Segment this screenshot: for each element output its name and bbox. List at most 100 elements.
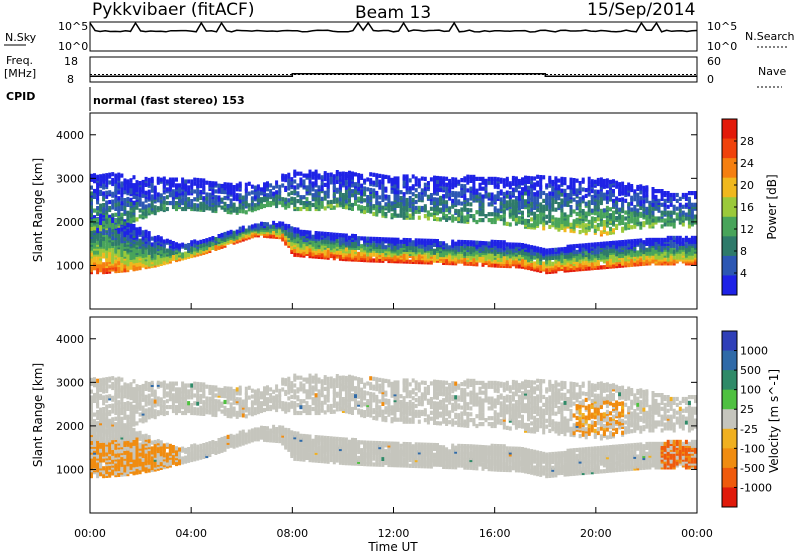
power-cell: [229, 182, 233, 187]
power-cell: [162, 205, 166, 211]
power-cell: [612, 220, 615, 225]
power-cell: [381, 209, 385, 214]
power-cell: [348, 180, 351, 185]
power-cell: [511, 256, 515, 261]
power-cell: [612, 264, 615, 269]
power-cell: [572, 244, 576, 249]
power-cell: [344, 189, 348, 194]
power-cell: [536, 200, 540, 205]
power-cell: [196, 177, 200, 183]
power-cell: [460, 207, 464, 212]
power-cell: [551, 185, 555, 190]
power-cell: [496, 240, 500, 245]
power-cell: [190, 183, 194, 188]
power-cell: [335, 197, 339, 202]
power-cell: [681, 237, 685, 242]
power-cell: [657, 189, 661, 194]
power-cell: [129, 182, 133, 187]
power-cell: [320, 187, 324, 192]
power-cell: [624, 222, 628, 227]
power-cell: [560, 255, 564, 260]
power-cell: [554, 176, 558, 181]
power-cell: [193, 239, 197, 244]
power-cell: [587, 184, 591, 189]
power-cell: [250, 206, 254, 211]
power-cell: [308, 179, 312, 184]
power-cell: [217, 234, 221, 239]
power-cell: [581, 222, 585, 227]
power-cell: [469, 246, 473, 251]
power-cell: [402, 237, 406, 243]
power-cell: [530, 201, 534, 206]
power-cell: [384, 245, 388, 250]
power-cell: [466, 180, 470, 185]
power-cell: [502, 197, 506, 202]
power-cell: [517, 190, 521, 195]
power-cell: [451, 218, 455, 223]
power-cell: [187, 179, 191, 184]
power-cell: [181, 177, 185, 182]
power-cell: [694, 202, 697, 207]
power-cell: [666, 210, 670, 215]
power-cell: [293, 185, 297, 190]
power-cell: [402, 196, 406, 201]
power-cell: [396, 237, 400, 242]
power-cell: [663, 237, 667, 242]
power-cell: [533, 199, 537, 205]
power-cell: [618, 248, 622, 253]
power-cell: [672, 224, 676, 229]
power-cell: [508, 194, 512, 200]
power-cell: [175, 177, 178, 182]
power-cell: [147, 195, 151, 200]
power-cell: [287, 172, 291, 177]
power-cell: [630, 239, 634, 244]
power-cell: [360, 189, 364, 194]
power-cell: [554, 199, 558, 204]
power-cell: [381, 252, 385, 257]
power-cell: [615, 216, 619, 221]
beam-title: Beam 13: [355, 3, 431, 23]
power-cell: [414, 188, 418, 193]
power-cell: [147, 209, 151, 214]
power-cell: [448, 196, 452, 201]
power-cell: [651, 222, 655, 227]
power-cell: [96, 206, 100, 211]
power-cell: [527, 197, 530, 202]
power-cell: [487, 241, 491, 246]
power-cell: [226, 182, 230, 187]
power-cell: [423, 254, 427, 259]
power-cell: [329, 253, 333, 259]
power-cell: [196, 189, 200, 194]
power-cell: [229, 198, 233, 203]
power-cell: [150, 246, 154, 251]
power-cell: [618, 263, 622, 268]
power-cell: [123, 198, 127, 203]
power-cell: [335, 170, 339, 175]
power-cell: [584, 201, 588, 206]
power-cell: [378, 195, 382, 200]
power-cell: [220, 232, 224, 238]
power-cell: [687, 237, 691, 242]
power-cell: [466, 202, 470, 207]
power-cell: [99, 174, 103, 179]
power-cell: [199, 184, 203, 189]
velocity-cell: [105, 404, 109, 409]
power-cell: [102, 230, 106, 235]
power-cell: [202, 239, 206, 244]
power-cell: [372, 252, 376, 257]
power-cell: [642, 185, 646, 190]
power-cell: [284, 185, 288, 191]
power-cell: [305, 206, 309, 212]
power-cell: [469, 261, 473, 266]
power-cell: [287, 192, 291, 197]
power-cell: [244, 228, 248, 233]
power-cell: [612, 240, 615, 245]
power-cell: [524, 175, 527, 180]
power-cell: [156, 198, 160, 203]
power-cell: [609, 241, 612, 246]
power-cell: [129, 213, 133, 218]
power-cell: [293, 252, 297, 257]
power-cell: [460, 239, 464, 245]
velocity-cell: [102, 407, 106, 412]
power-cell: [542, 261, 546, 266]
